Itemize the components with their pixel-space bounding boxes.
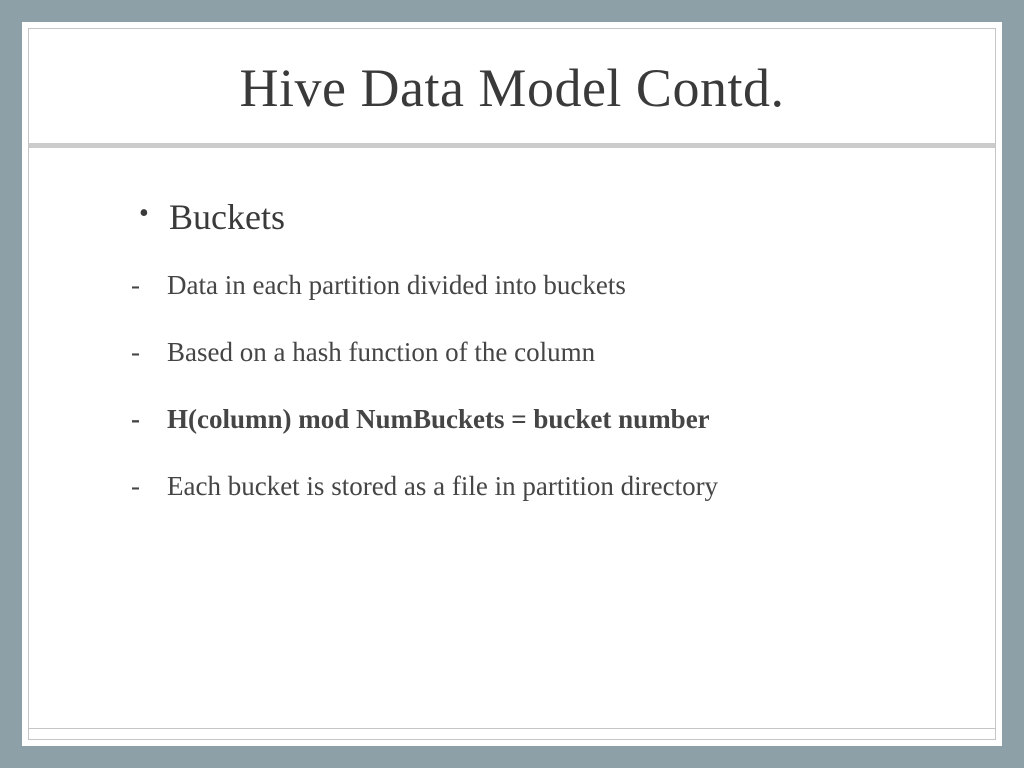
sub-bullet-item-bold: H(column) mod NumBuckets = bucket number [139, 402, 935, 437]
sub-bullet-item: Based on a hash function of the column [139, 335, 935, 370]
main-bullet-item: Buckets [139, 196, 935, 238]
title-section: Hive Data Model Contd. [29, 29, 995, 143]
main-bullet-list: Buckets [139, 196, 935, 238]
slide-title: Hive Data Model Contd. [69, 57, 955, 119]
sub-bullet-item: Data in each partition divided into buck… [139, 268, 935, 303]
bottom-border-line [29, 728, 995, 729]
slide-outer-frame: Hive Data Model Contd. Buckets Data in e… [22, 22, 1002, 746]
content-section: Buckets Data in each partition divided i… [29, 148, 995, 728]
slide-inner-frame: Hive Data Model Contd. Buckets Data in e… [28, 28, 996, 740]
sub-bullet-item: Each bucket is stored as a file in parti… [139, 469, 935, 504]
sub-bullet-list: Data in each partition divided into buck… [139, 268, 935, 504]
